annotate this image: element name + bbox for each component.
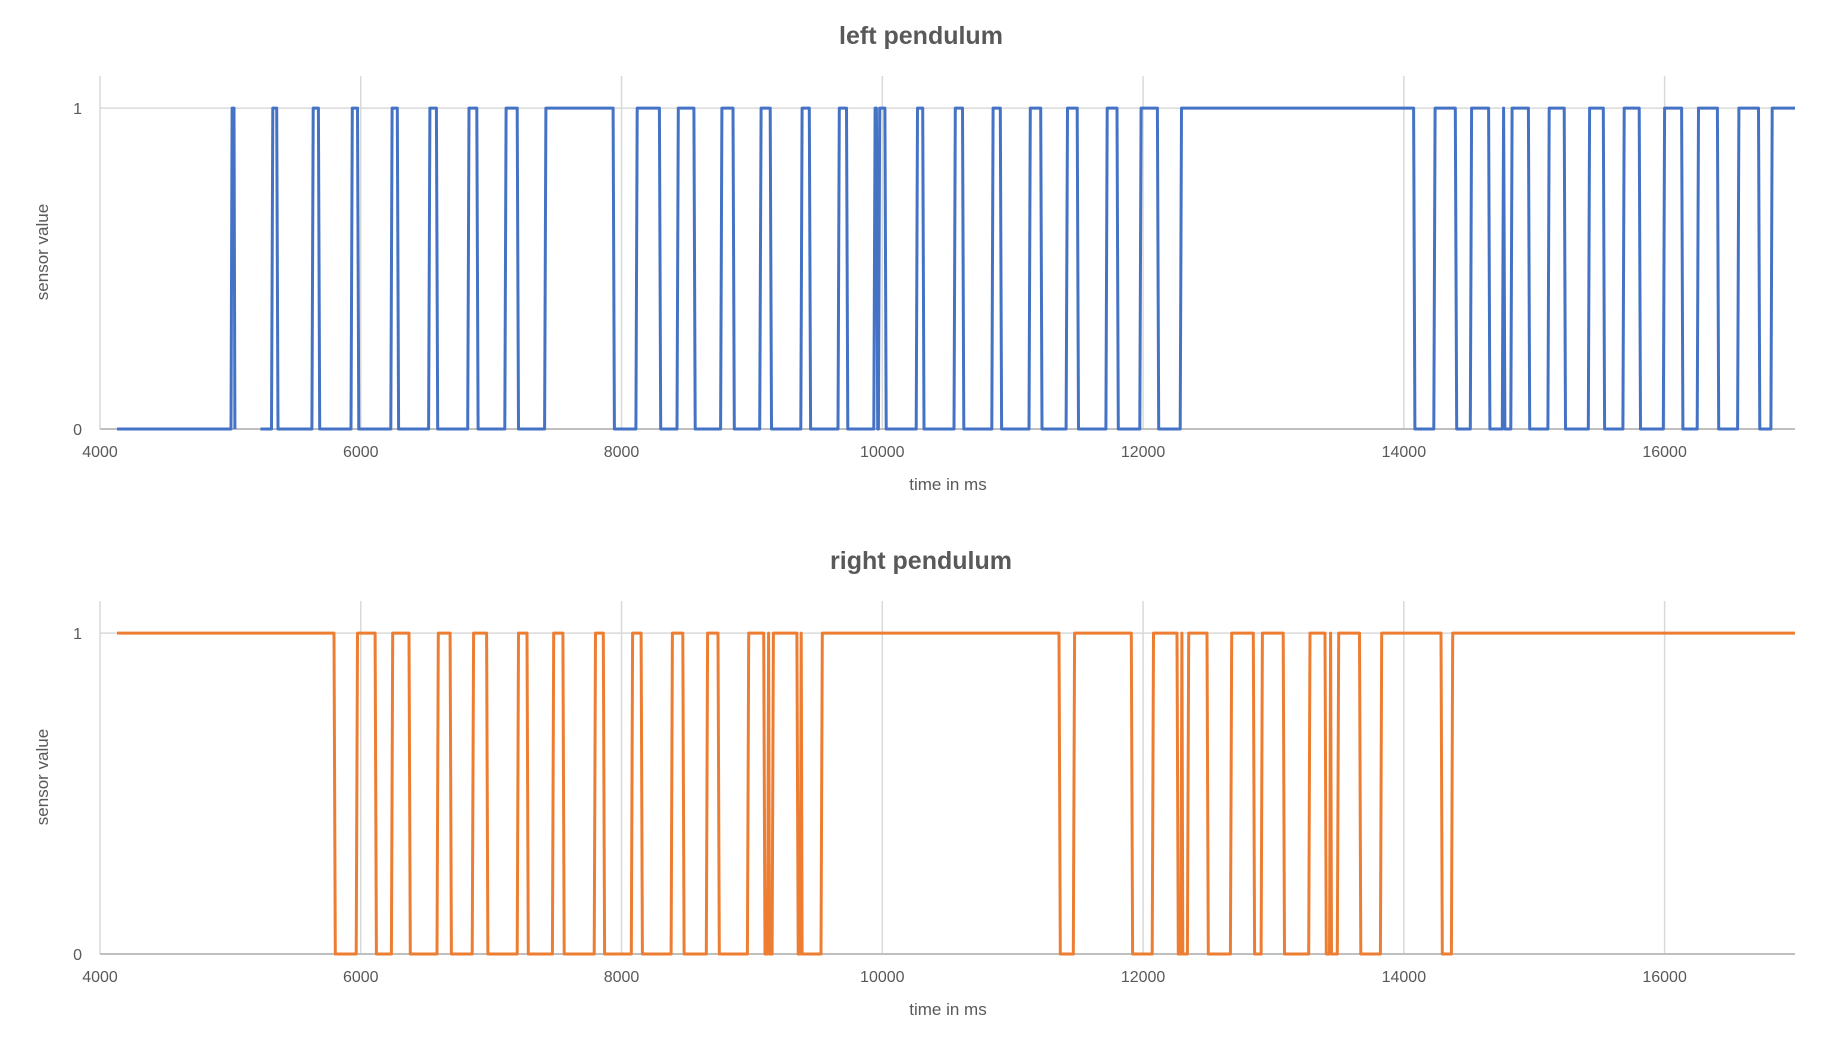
y-tick-label: 1 — [73, 626, 82, 643]
x-tick-label: 6000 — [343, 444, 379, 461]
x-axis-label: time in ms — [909, 475, 986, 494]
y-tick-label: 1 — [73, 101, 82, 118]
series-line — [117, 106, 1795, 431]
chart-title: right pendulum — [830, 547, 1012, 575]
x-tick-label: 4000 — [82, 444, 118, 461]
x-tick-label: 8000 — [604, 444, 640, 461]
x-tick-label: 16000 — [1642, 444, 1687, 461]
y-tick-label: 0 — [73, 947, 82, 964]
series-line — [117, 631, 1795, 956]
x-tick-label: 10000 — [860, 444, 905, 461]
x-tick-label: 8000 — [604, 969, 640, 986]
x-tick-label: 14000 — [1382, 969, 1427, 986]
x-tick-label: 4000 — [82, 969, 118, 986]
x-tick-label: 12000 — [1121, 444, 1166, 461]
y-axis-label: sensor value — [33, 204, 52, 300]
x-tick-label: 10000 — [860, 969, 905, 986]
x-tick-label: 12000 — [1121, 969, 1166, 986]
y-tick-label: 0 — [73, 422, 82, 439]
left-pendulum-chart: left pendulum time in ms sensor value 40… — [33, 22, 1795, 494]
y-axis-label: sensor value — [33, 729, 52, 825]
x-axis-label: time in ms — [909, 1000, 986, 1019]
right-pendulum-chart: right pendulum time in ms sensor value 4… — [33, 547, 1795, 1019]
chart-title: left pendulum — [839, 22, 1003, 50]
x-tick-label: 16000 — [1642, 969, 1687, 986]
x-tick-label: 6000 — [343, 969, 379, 986]
x-tick-label: 14000 — [1382, 444, 1427, 461]
